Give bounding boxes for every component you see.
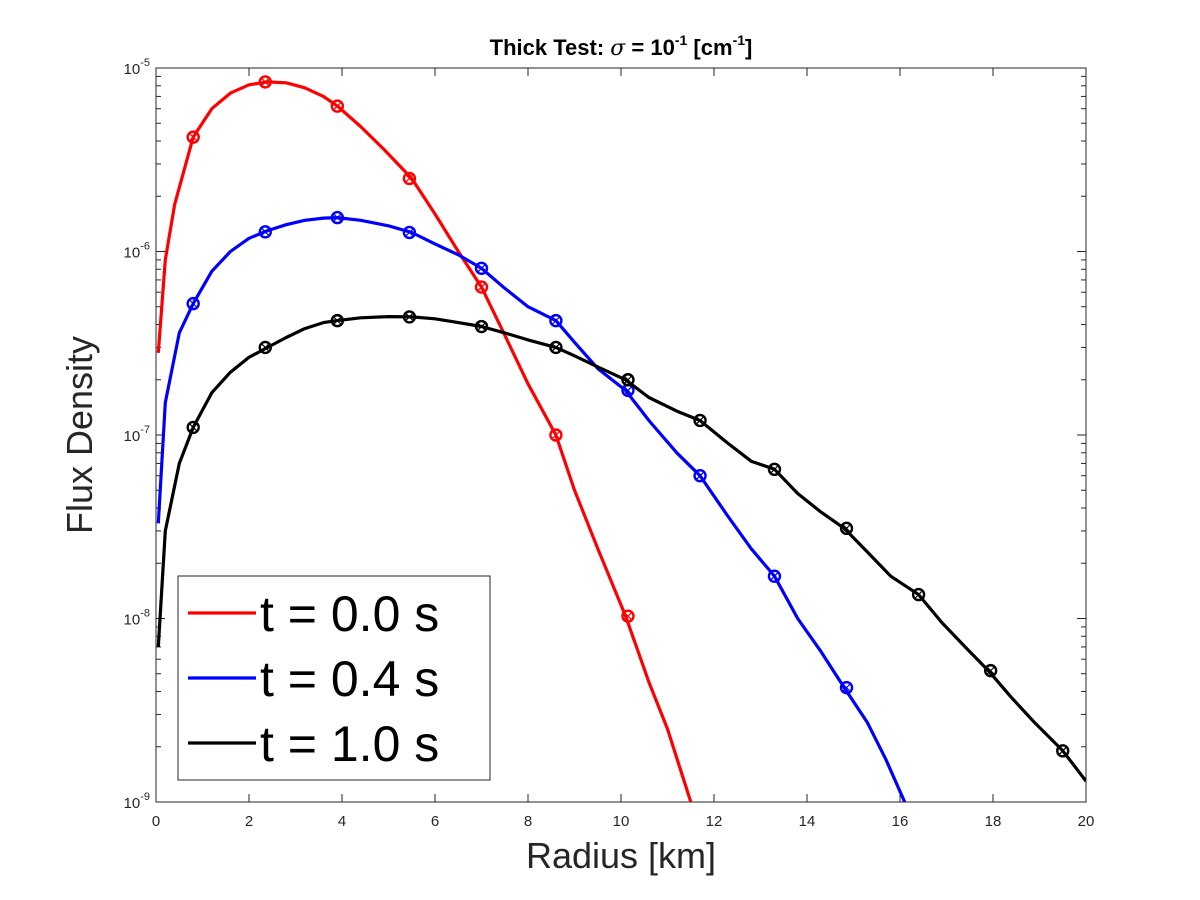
data-point xyxy=(186,296,200,311)
data-point xyxy=(258,340,272,355)
y-tick-label: 10-5 xyxy=(124,57,150,78)
data-point xyxy=(621,609,635,623)
data-point xyxy=(549,340,563,355)
x-tick-label: 12 xyxy=(706,813,723,830)
y-tick-label: 10-6 xyxy=(124,241,150,262)
y-tick-label: 10-7 xyxy=(124,424,150,445)
legend-label-0: t = 0.0 s xyxy=(260,586,439,642)
data-point xyxy=(330,99,345,113)
data-point xyxy=(549,428,563,442)
data-point xyxy=(402,225,417,240)
data-point xyxy=(983,663,998,678)
data-point xyxy=(402,310,417,324)
x-tick-label: 18 xyxy=(985,813,1002,830)
y-tick-label: 10-9 xyxy=(124,791,150,812)
data-point xyxy=(474,319,489,334)
legend-label-1: t = 0.4 s xyxy=(260,651,439,707)
data-point xyxy=(839,680,854,695)
data-point xyxy=(402,171,417,186)
data-point xyxy=(474,280,489,294)
data-point xyxy=(1056,744,1070,758)
x-tick-label: 10 xyxy=(613,813,630,830)
x-tick-label: 0 xyxy=(152,813,160,830)
data-point xyxy=(911,587,926,602)
x-tick-label: 16 xyxy=(892,813,909,830)
data-point xyxy=(839,521,854,536)
x-tick-label: 4 xyxy=(338,813,346,830)
data-point xyxy=(330,313,345,328)
x-tick-label: 8 xyxy=(524,813,532,830)
x-axis-label: Radius [km] xyxy=(526,835,716,876)
x-tick-label: 14 xyxy=(799,813,816,830)
series-line-0 xyxy=(156,80,693,802)
data-point xyxy=(474,261,489,275)
x-tick-label: 2 xyxy=(245,813,253,830)
data-point xyxy=(767,462,782,477)
data-point xyxy=(258,225,272,239)
data-point xyxy=(621,373,635,387)
y-tick-label: 10-8 xyxy=(124,608,150,629)
chart-title: Thick Test: σ = 10-1 [cm-1] xyxy=(490,32,753,61)
x-tick-label: 20 xyxy=(1078,813,1095,830)
data-point xyxy=(258,75,272,89)
data-point xyxy=(186,130,200,144)
legend: t = 0.0 s t = 0.4 s t = 1.0 s xyxy=(177,575,491,781)
data-point xyxy=(767,569,782,583)
data-point xyxy=(693,469,707,483)
data-point xyxy=(186,420,200,435)
data-point xyxy=(693,413,707,428)
legend-label-2: t = 1.0 s xyxy=(260,716,439,772)
data-point xyxy=(549,313,563,328)
x-tick-label: 6 xyxy=(431,813,439,830)
y-axis-label: Flux Density xyxy=(59,336,100,534)
ticks: 0 2 4 6 8 10 12 14 16 18 20 10-9 10-8 10-7 10-6 10-5 xyxy=(124,57,1095,830)
series-layer xyxy=(156,75,1086,802)
data-point xyxy=(330,210,345,225)
series-line-1 xyxy=(156,216,907,802)
